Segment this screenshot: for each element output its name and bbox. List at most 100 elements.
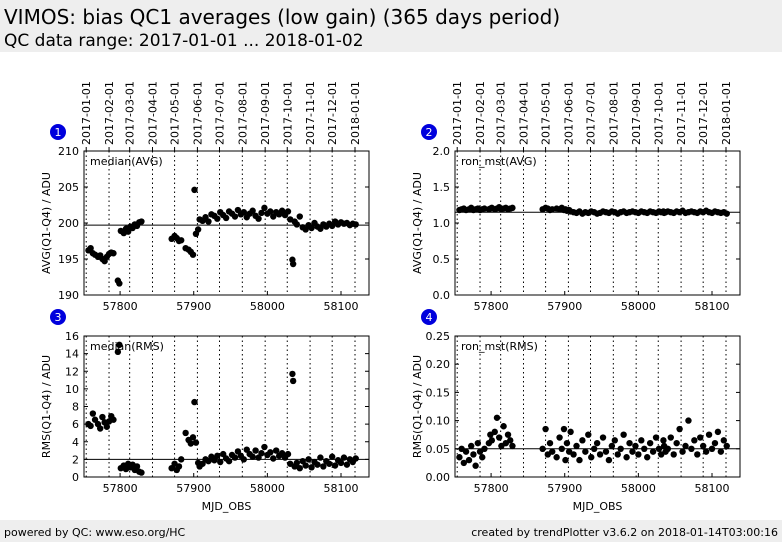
point xyxy=(573,442,580,450)
y-axis-label: AVG(Q1-Q4) / ADU xyxy=(411,172,424,274)
panel-number: 3 xyxy=(55,311,62,324)
panel-label: ron_mst(AVG) xyxy=(461,155,537,168)
point xyxy=(205,218,212,225)
point xyxy=(289,370,296,378)
point xyxy=(567,428,574,436)
point xyxy=(258,450,265,457)
y-tick-label: 14 xyxy=(65,348,79,361)
panel-label: median(AVG) xyxy=(90,155,163,168)
point xyxy=(679,448,686,455)
point xyxy=(542,425,549,433)
y-tick-label: 0.10 xyxy=(426,415,451,428)
date-label: 2017-07-01 xyxy=(214,81,227,145)
x-tick-label: 58100 xyxy=(695,300,730,313)
point xyxy=(685,417,692,424)
point xyxy=(214,452,221,460)
point xyxy=(225,457,233,465)
panel-label: ron_mst(RMS) xyxy=(461,340,538,353)
point xyxy=(261,204,268,212)
point xyxy=(462,448,470,455)
panel-badge xyxy=(421,124,437,140)
point xyxy=(267,208,274,215)
point xyxy=(192,439,200,446)
point xyxy=(465,456,473,464)
x-axis-label: MJD_OBS xyxy=(202,500,252,513)
point xyxy=(320,463,327,470)
panel-number: 4 xyxy=(426,311,433,324)
x-tick-label: 57800 xyxy=(474,300,509,313)
point xyxy=(479,454,486,461)
point xyxy=(717,448,725,455)
date-label: 2017-08-01 xyxy=(236,81,249,145)
y-tick-label: 8 xyxy=(72,401,79,414)
point xyxy=(714,428,722,436)
y-tick-label: 0.00 xyxy=(426,471,451,484)
point xyxy=(493,414,501,421)
point xyxy=(267,449,274,456)
point xyxy=(667,434,674,441)
point xyxy=(582,448,589,455)
point xyxy=(504,431,512,438)
point xyxy=(191,186,198,194)
plot-frame xyxy=(454,150,741,296)
date-label: 2017-01-01 xyxy=(451,81,464,145)
point xyxy=(308,464,315,471)
point xyxy=(590,445,598,452)
point xyxy=(87,422,94,430)
point xyxy=(468,442,475,450)
title: VIMOS: bias QC1 averages (low gain) (365… xyxy=(4,5,560,29)
panel-number: 2 xyxy=(426,126,433,139)
x-tick-label: 58100 xyxy=(324,482,359,495)
point xyxy=(481,445,488,452)
point xyxy=(178,237,185,244)
y-tick-label: 0 xyxy=(72,471,79,484)
point xyxy=(491,428,498,436)
point xyxy=(509,204,516,212)
point xyxy=(632,442,639,450)
x-tick-label: 58100 xyxy=(324,300,359,313)
point xyxy=(602,448,610,455)
point xyxy=(138,469,145,476)
point xyxy=(116,341,123,349)
point xyxy=(187,440,194,447)
x-tick-label: 57800 xyxy=(474,482,509,495)
point xyxy=(217,458,224,466)
point xyxy=(629,448,636,455)
y-tick-label: 0.5 xyxy=(433,253,451,266)
point xyxy=(352,455,359,462)
y-tick-label: 0.05 xyxy=(426,443,451,456)
point xyxy=(261,443,268,451)
point xyxy=(189,251,197,258)
point xyxy=(635,451,642,458)
point xyxy=(560,425,568,433)
date-label: 2017-09-01 xyxy=(259,81,272,145)
x-tick-label: 57900 xyxy=(176,300,211,313)
point xyxy=(553,454,560,461)
date-label: 2017-08-01 xyxy=(607,81,620,145)
date-label: 2017-04-01 xyxy=(146,81,159,145)
point xyxy=(89,410,97,417)
point xyxy=(549,448,556,455)
x-tick-label: 57800 xyxy=(103,300,138,313)
point xyxy=(546,439,554,447)
point xyxy=(617,445,624,452)
point xyxy=(576,456,583,464)
x-tick-label: 57900 xyxy=(547,482,582,495)
y-tick-label: 190 xyxy=(58,289,79,302)
date-label: 2017-03-01 xyxy=(495,81,508,145)
point xyxy=(231,454,239,461)
point xyxy=(495,434,503,441)
point xyxy=(305,456,312,463)
point xyxy=(470,451,477,458)
x-axis-label: MJD_OBS xyxy=(573,500,623,513)
point xyxy=(331,462,339,469)
point xyxy=(673,439,680,447)
point xyxy=(110,250,117,257)
point xyxy=(702,448,710,455)
date-label: 2017-11-01 xyxy=(304,81,317,145)
plot-frame xyxy=(454,335,741,478)
point xyxy=(99,413,106,421)
y-tick-label: 10 xyxy=(65,383,79,396)
point xyxy=(302,462,309,469)
